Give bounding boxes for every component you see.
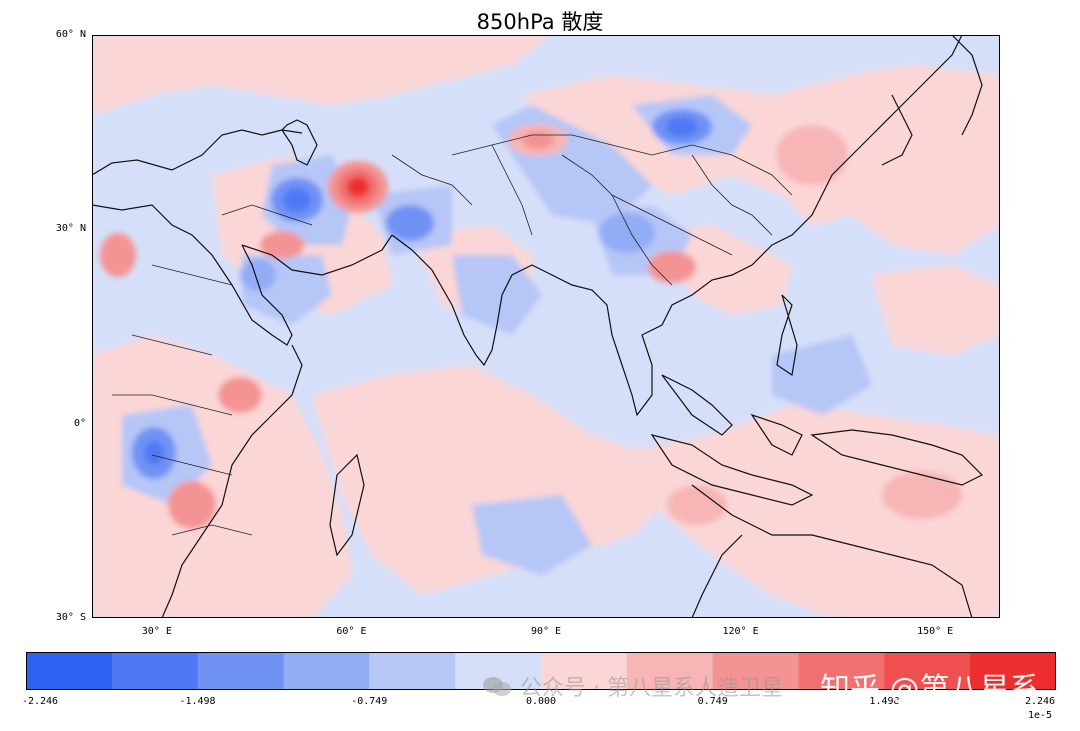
colorbar	[26, 652, 1057, 690]
longitude-label: 30° E	[141, 626, 172, 637]
colorbar-scale-label: 1e-5	[1028, 710, 1053, 721]
colorbar-segment	[197, 652, 284, 690]
colorbar-tick-label: 0.000	[525, 696, 557, 707]
wechat-icon	[482, 675, 512, 699]
divergence-map	[92, 35, 1000, 618]
latitude-label: 30° N	[55, 223, 86, 235]
colorbar-segment	[798, 652, 885, 690]
colorbar-segment	[884, 652, 971, 690]
colorbar-tick-label: 1.498	[869, 696, 900, 707]
longitude-label: 120° E	[722, 626, 759, 637]
colorbar-segment	[26, 652, 113, 690]
coastlines	[92, 35, 984, 618]
colorbar-segment	[369, 652, 456, 690]
colorbar-segment	[541, 652, 628, 690]
colorbar-tick-label: 0.749	[697, 696, 728, 707]
divergence-field	[92, 35, 1000, 618]
wechat-watermark: 公众号 · 第八星系人造卫星	[482, 670, 783, 702]
map-border	[92, 35, 1000, 618]
longitude-label: 150° E	[917, 626, 954, 637]
colorbar-tick-label: -1.498	[179, 696, 216, 707]
colorbar-segment	[111, 652, 199, 690]
latitude-label: 30° S	[55, 612, 86, 623]
colorbar-segment	[970, 652, 1057, 690]
longitude-label: 60° E	[336, 626, 367, 637]
colorbar-segment	[626, 652, 714, 690]
colorbar-tick-label: -0.749	[351, 696, 388, 707]
colorbar-tick-label: 2.246	[1024, 696, 1056, 707]
wechat-watermark-text: 公众号 · 第八星系人造卫星	[520, 676, 783, 701]
borders	[112, 134, 793, 536]
longitude-label: 90° E	[530, 626, 562, 637]
zhihu-watermark: 知乎 @第八星系	[820, 672, 1040, 707]
colorbar-segment	[712, 652, 799, 690]
colorbar-segment	[283, 652, 370, 690]
plot-title: 850hPa 散度	[476, 10, 604, 34]
latitude-label: 0°	[73, 417, 86, 429]
colorbar-border	[26, 652, 1056, 690]
latitude-label: 60° N	[55, 29, 86, 40]
colorbar-tick-label: -2.246	[21, 696, 59, 707]
